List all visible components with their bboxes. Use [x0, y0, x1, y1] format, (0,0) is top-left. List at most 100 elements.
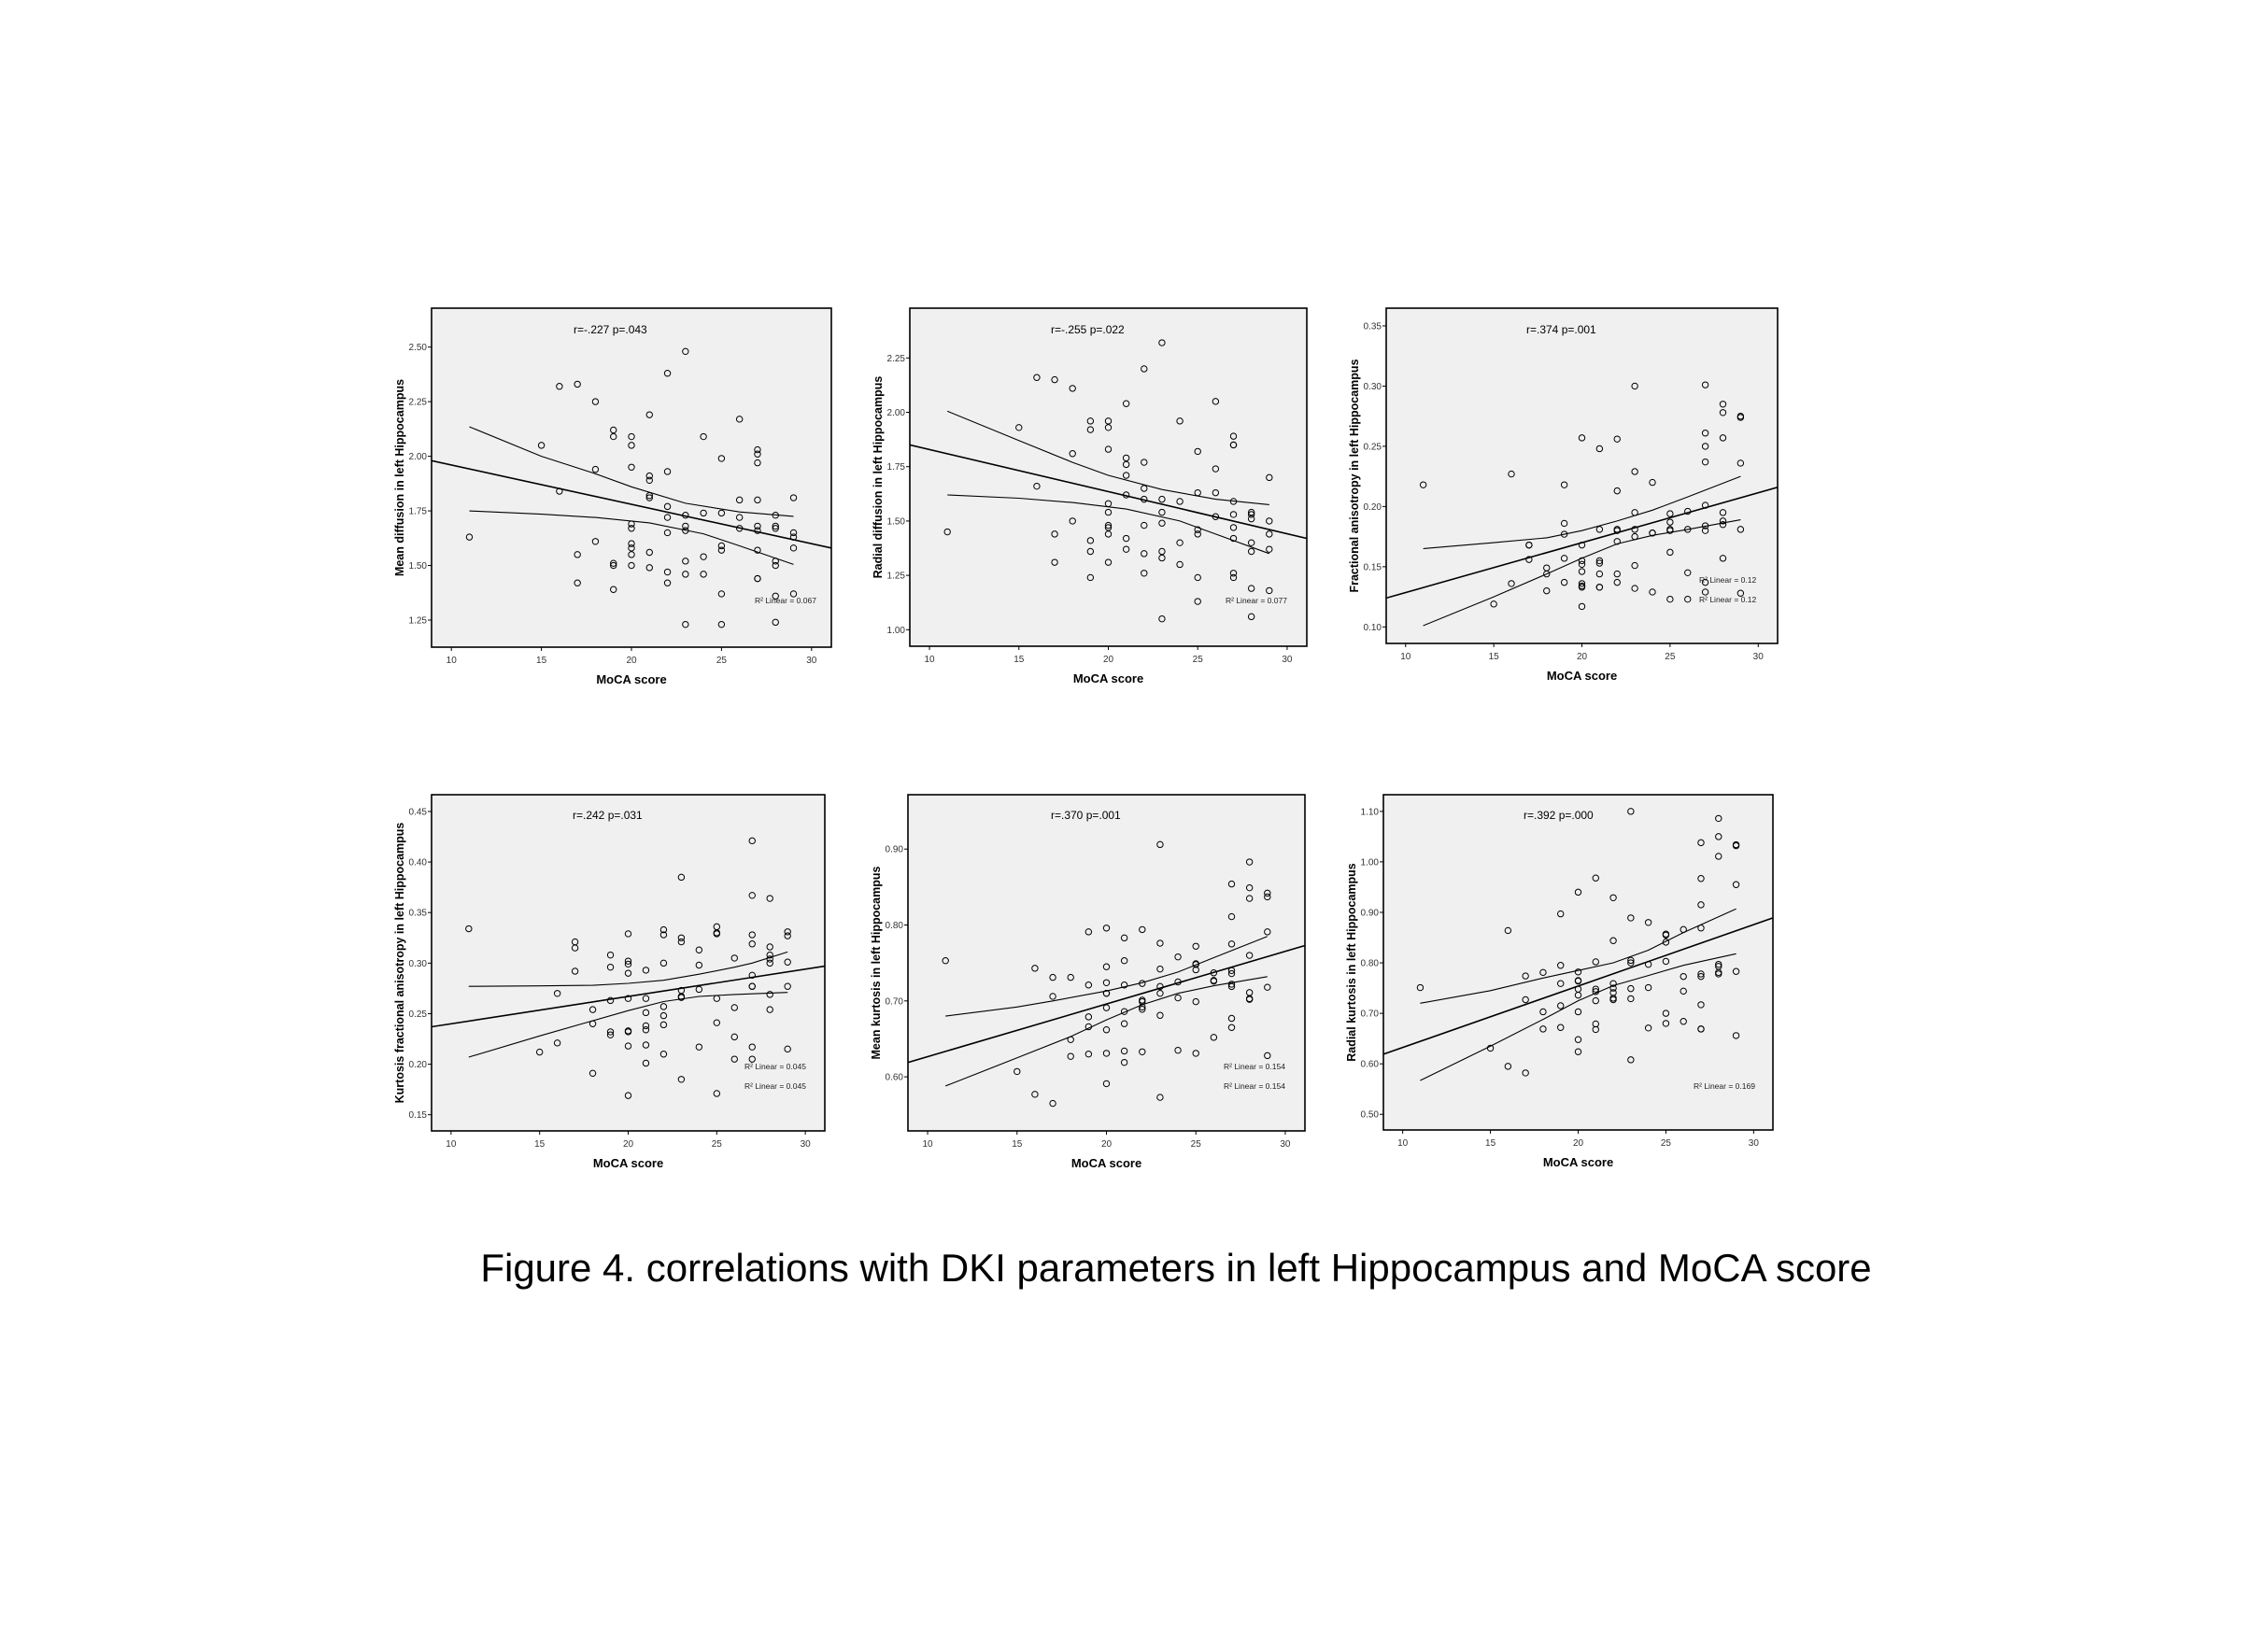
data-point [1049, 993, 1056, 1000]
data-point [754, 546, 761, 554]
data-point [772, 618, 779, 627]
data-point [784, 932, 791, 939]
data-point [1627, 914, 1635, 922]
data-point [1649, 529, 1656, 537]
data-point [465, 533, 474, 541]
data-point [1229, 524, 1238, 531]
data-point [1719, 521, 1727, 529]
data-point [1102, 1080, 1111, 1088]
y-tick-label: 0.20 [1364, 502, 1382, 513]
data-point [942, 957, 949, 965]
data-point [1247, 613, 1255, 621]
y-tick-label: 1.25 [409, 615, 428, 626]
data-point [1210, 1034, 1218, 1041]
data-point [628, 540, 635, 547]
x-tick-label: 20 [626, 656, 637, 666]
data-point [1627, 984, 1635, 993]
data-point [628, 463, 635, 471]
x-tick-label: 30 [1749, 1138, 1760, 1149]
data-point [1736, 459, 1745, 467]
y-tick-label: 0.35 [409, 909, 428, 919]
data-point [1227, 1014, 1236, 1023]
data-point [1227, 969, 1236, 978]
fit-line [908, 944, 1305, 1064]
data-point [695, 1043, 703, 1051]
x-tick-label: 15 [1012, 1139, 1023, 1150]
data-point [1719, 401, 1727, 408]
data-point [1122, 460, 1130, 469]
data-point [1049, 1099, 1056, 1108]
y-tick-label: 0.60 [1361, 1060, 1380, 1070]
data-point [1227, 912, 1236, 921]
data-point [1120, 1008, 1128, 1015]
data-point [1156, 989, 1164, 997]
data-point [1592, 958, 1599, 966]
y-axis-label: Fractional anisotropy in left Hippocampu… [1348, 359, 1361, 592]
data-point [1102, 979, 1111, 987]
data-point [628, 561, 635, 570]
y-tick-label: 0.80 [886, 921, 904, 931]
data-point [713, 930, 721, 938]
data-point [682, 558, 689, 565]
data-point [1264, 893, 1271, 901]
data-point [1264, 983, 1271, 991]
data-point [1574, 1048, 1582, 1055]
data-point [748, 1055, 756, 1063]
x-tick-label: 10 [1400, 652, 1411, 662]
x-tick-label: 30 [1280, 1139, 1291, 1150]
data-point [1715, 814, 1722, 823]
data-point [1139, 1003, 1146, 1011]
data-point [1229, 511, 1238, 518]
data-point [1574, 1036, 1582, 1043]
data-point [1666, 527, 1674, 534]
ci-upper-line [469, 426, 794, 517]
data-point [730, 1033, 738, 1041]
data-point [1560, 555, 1568, 562]
y-tick-label: 0.25 [1364, 442, 1382, 452]
data-point [717, 509, 726, 517]
data-point [1245, 858, 1254, 866]
r2-label: R² Linear = 0.045 [744, 1062, 806, 1071]
data-point [642, 967, 650, 974]
data-point [682, 347, 689, 356]
data-point [1192, 966, 1199, 974]
data-point [754, 445, 761, 454]
data-point [682, 527, 689, 534]
data-point [1086, 547, 1095, 556]
data-point [1229, 573, 1238, 582]
data-point [588, 1020, 597, 1027]
y-tick-label: 1.75 [887, 462, 906, 473]
data-point [556, 383, 563, 390]
data-point [1102, 1004, 1111, 1011]
data-point [1578, 541, 1586, 549]
data-point [1543, 570, 1551, 578]
data-point [1613, 435, 1621, 443]
data-point [1266, 473, 1273, 482]
data-point [642, 1041, 650, 1049]
data-point [943, 528, 951, 536]
plot-area [431, 794, 826, 1132]
data-point [1701, 527, 1709, 534]
correlation-label: r=.374 p=.001 [1526, 323, 1596, 336]
data-point [1122, 491, 1130, 499]
data-point [1697, 1025, 1705, 1033]
data-point [1539, 1008, 1547, 1016]
data-point [1613, 487, 1621, 495]
data-point [659, 925, 668, 934]
data-point [735, 514, 744, 521]
data-point [1212, 513, 1220, 520]
data-point [695, 961, 703, 969]
data-point [1719, 434, 1727, 442]
x-tick-label: 30 [1753, 652, 1765, 662]
data-point [1609, 980, 1617, 987]
data-point [1176, 417, 1184, 425]
y-tick-label: 0.50 [1361, 1110, 1380, 1121]
data-point [1522, 995, 1529, 1004]
y-tick-label: 0.70 [886, 996, 904, 1007]
scatter-panel-2: 1.00 1.25 1.50 1.75 2.00 2.25 10 15 20 25 30 MoCA s… [872, 307, 1308, 685]
scatter-panel-1: 1.25 1.50 1.75 2.00 2.25 2.50 10 15 20 25 30 MoCA s… [393, 307, 832, 686]
y-tick-label: 0.30 [409, 959, 428, 969]
data-point [1627, 1056, 1635, 1064]
data-point [659, 1011, 668, 1020]
data-point [645, 476, 653, 485]
